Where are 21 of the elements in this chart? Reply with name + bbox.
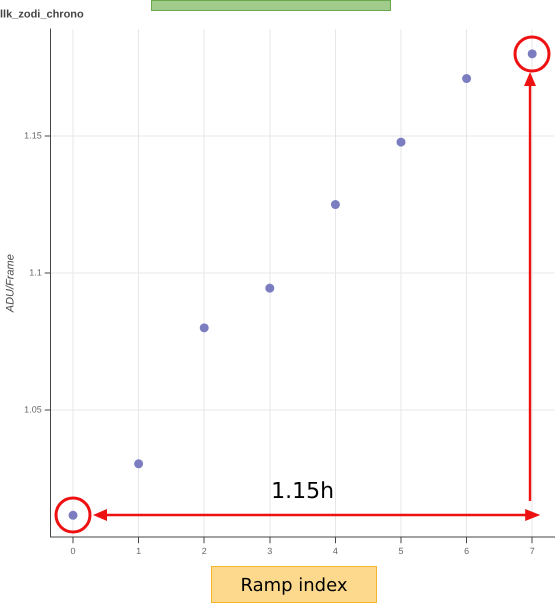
x-tick-label: 5 <box>398 546 404 556</box>
point <box>462 74 472 84</box>
y-tick-label: 1.1 <box>29 268 42 278</box>
x-tick-label: 1 <box>136 546 142 556</box>
y-tick-label: 1.05 <box>24 404 42 415</box>
y-tick-label: 1.15 <box>24 130 42 141</box>
x-tick-label: 6 <box>464 546 470 556</box>
annotation: 1.15h <box>270 479 336 504</box>
point <box>265 284 274 293</box>
x-tick-label: 2 <box>202 546 207 556</box>
x-tick-label: 7 <box>530 546 535 556</box>
point <box>200 323 209 332</box>
x-tick-label: 4 <box>332 546 338 556</box>
chart-title: llk_zodi_chrono <box>0 8 84 21</box>
point <box>134 459 144 468</box>
x-axis-title: Ramp index <box>211 566 377 603</box>
x-tick-label: 3 <box>267 546 272 556</box>
y-axis-title: ADU/Frame <box>4 254 17 314</box>
point <box>330 200 340 210</box>
x-tick-label: 0 <box>70 546 76 556</box>
point <box>396 138 406 147</box>
